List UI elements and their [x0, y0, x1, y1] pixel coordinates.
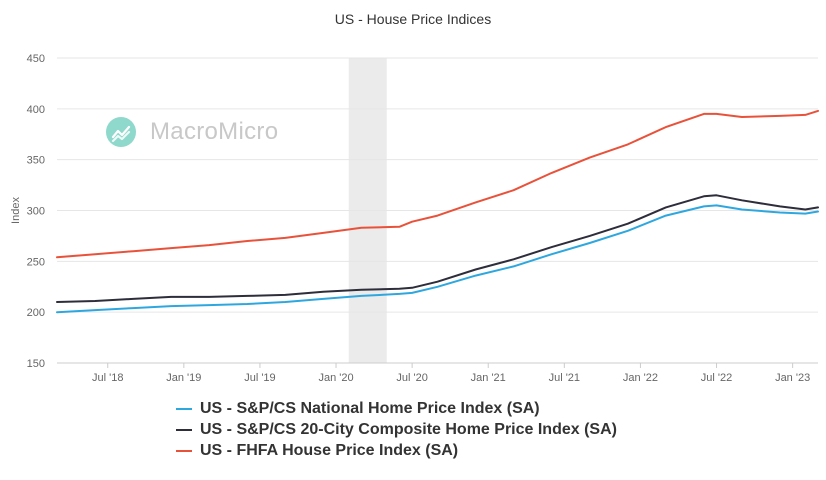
watermark-text: MacroMicro [150, 118, 279, 145]
y-tick-label: 350 [27, 155, 45, 167]
y-tick-label: 200 [27, 307, 45, 319]
x-tick-label: Jan '21 [471, 372, 506, 384]
x-tick-label: Jan '22 [623, 372, 658, 384]
legend-item-3[interactable]: US - FHFA House Price Index (SA) [176, 440, 617, 461]
x-tick-label: Jan '23 [775, 372, 810, 384]
legend-swatch [176, 407, 192, 410]
y-tick-label: 400 [27, 104, 45, 116]
trend-chart-icon [106, 117, 136, 147]
legend-item-1[interactable]: US - S&P/CS National Home Price Index (S… [176, 398, 617, 419]
legend-label: US - FHFA House Price Index (SA) [200, 441, 459, 459]
y-tick-label: 150 [27, 358, 45, 370]
watermark: MacroMicro [106, 117, 278, 147]
legend: US - S&P/CS National Home Price Index (S… [176, 398, 617, 461]
x-tick-label: Jan '19 [166, 372, 201, 384]
x-tick-label: Jul '20 [396, 372, 427, 384]
chart-title: US - House Price Indices [334, 11, 492, 27]
series-line-3 [56, 109, 819, 259]
y-tick-label: 250 [27, 256, 45, 268]
x-tick-label: Jul '22 [701, 372, 732, 384]
series-line-1 [56, 204, 819, 314]
x-tick-label: Jul '19 [244, 372, 275, 384]
x-tick-label: Jan '20 [318, 372, 353, 384]
legend-label: US - S&P/CS National Home Price Index (S… [200, 399, 540, 417]
legend-swatch [176, 428, 192, 431]
x-tick-label: Jul '18 [92, 372, 123, 384]
series-line-2 [56, 194, 819, 303]
y-tick-label: 300 [27, 206, 45, 218]
legend-item-2[interactable]: US - S&P/CS 20-City Composite Home Price… [176, 419, 617, 440]
y-tick-label: 450 [27, 53, 45, 65]
line-chart: 150 200 250 300 350 400 450 Index Jul '18 Jan '19… [10, 53, 819, 384]
y-axis-title: Index [10, 197, 22, 224]
legend-label: US - S&P/CS 20-City Composite Home Price… [200, 420, 617, 438]
x-tick-label: Jul '21 [549, 372, 580, 384]
legend-swatch [176, 449, 192, 452]
